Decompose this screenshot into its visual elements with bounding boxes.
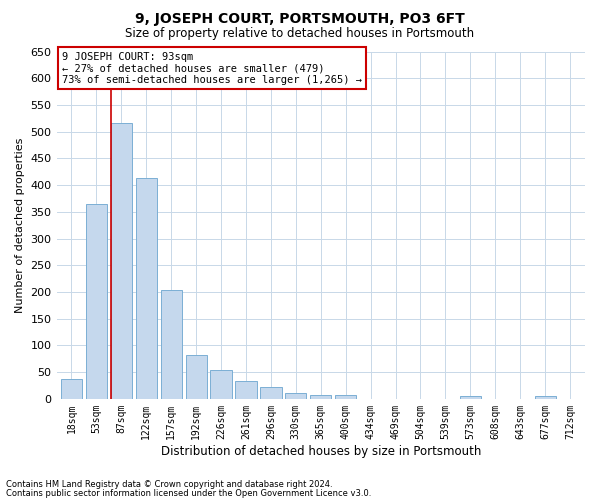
Y-axis label: Number of detached properties: Number of detached properties xyxy=(15,138,25,313)
Text: 9 JOSEPH COURT: 93sqm
← 27% of detached houses are smaller (479)
73% of semi-det: 9 JOSEPH COURT: 93sqm ← 27% of detached … xyxy=(62,52,362,84)
Bar xyxy=(185,355,207,399)
Bar xyxy=(310,394,331,399)
Bar xyxy=(335,394,356,399)
Bar xyxy=(61,379,82,399)
Bar xyxy=(136,178,157,399)
Bar xyxy=(111,122,132,399)
Bar xyxy=(285,393,307,399)
Text: 9, JOSEPH COURT, PORTSMOUTH, PO3 6FT: 9, JOSEPH COURT, PORTSMOUTH, PO3 6FT xyxy=(135,12,465,26)
Text: Size of property relative to detached houses in Portsmouth: Size of property relative to detached ho… xyxy=(125,28,475,40)
Bar xyxy=(86,204,107,399)
Bar xyxy=(460,396,481,399)
Bar xyxy=(161,290,182,399)
Bar xyxy=(235,380,257,399)
Bar xyxy=(260,387,281,399)
Text: Contains public sector information licensed under the Open Government Licence v3: Contains public sector information licen… xyxy=(6,488,371,498)
Bar xyxy=(535,396,556,399)
Bar xyxy=(211,370,232,399)
X-axis label: Distribution of detached houses by size in Portsmouth: Distribution of detached houses by size … xyxy=(161,444,481,458)
Text: Contains HM Land Registry data © Crown copyright and database right 2024.: Contains HM Land Registry data © Crown c… xyxy=(6,480,332,489)
